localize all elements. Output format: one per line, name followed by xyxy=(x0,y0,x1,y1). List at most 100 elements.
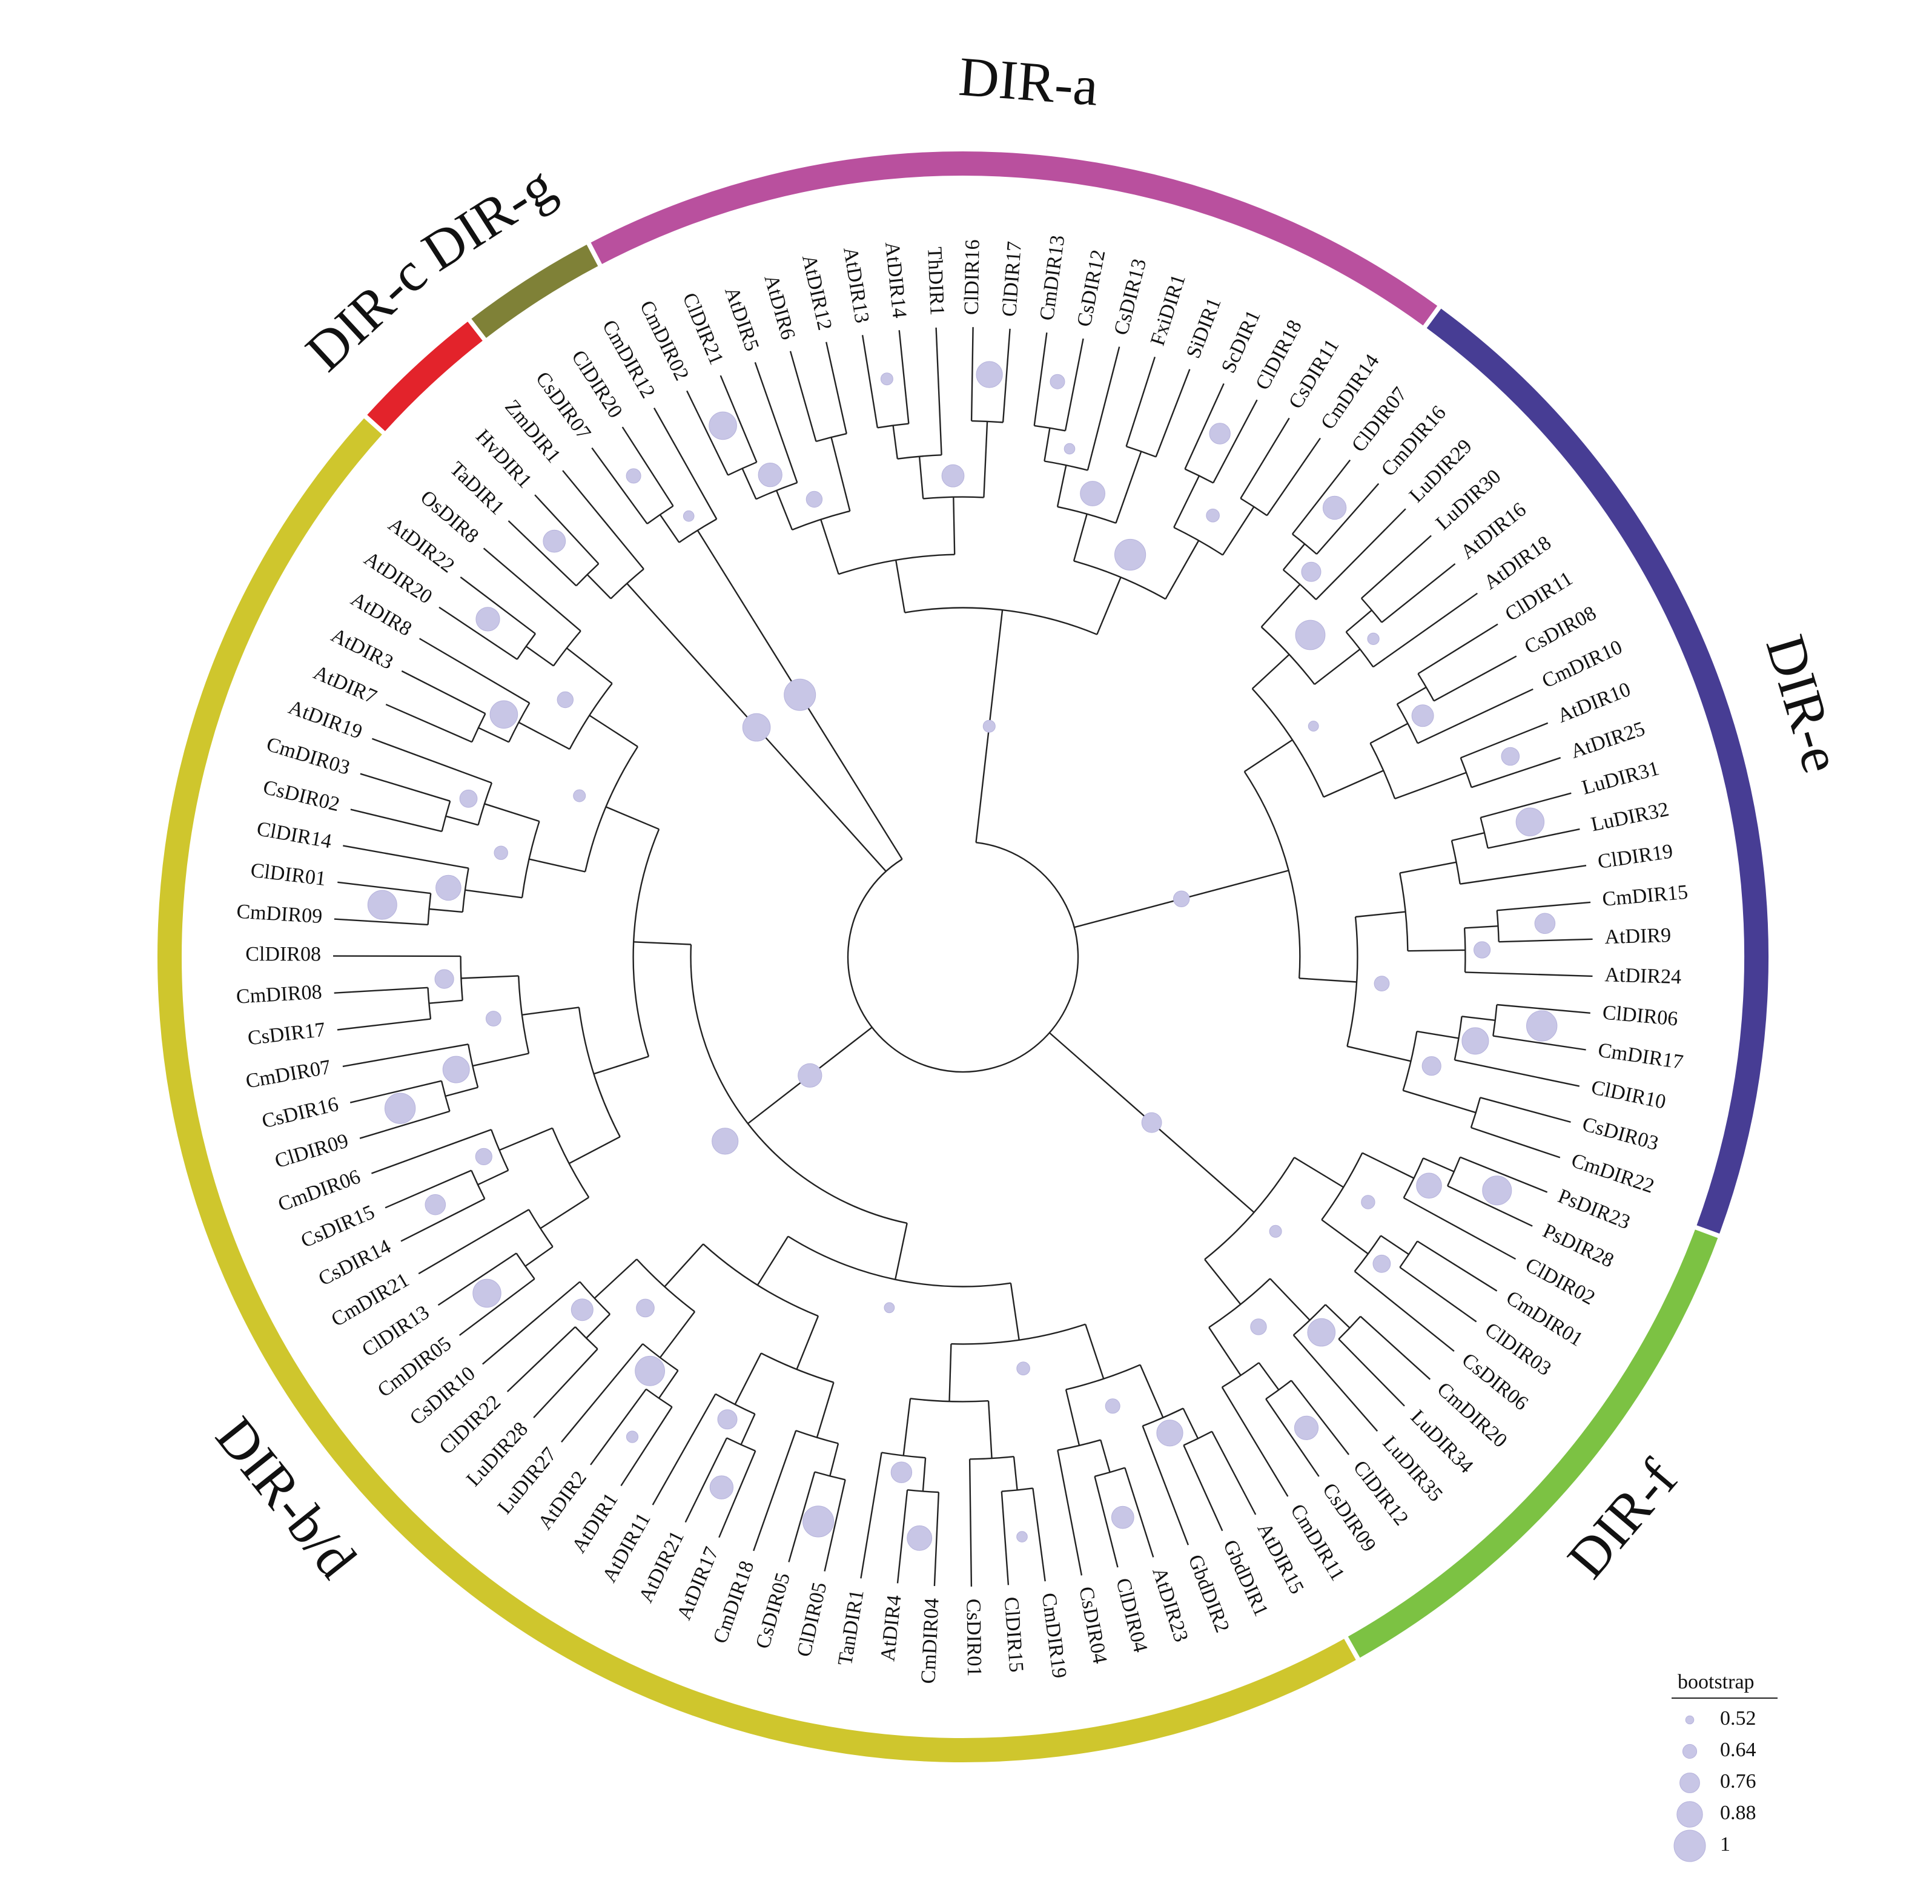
leaf-label: ClDIR19 xyxy=(1596,840,1675,873)
leaf-label: ClDIR01 xyxy=(250,859,327,891)
branch xyxy=(686,390,729,476)
branch xyxy=(658,1370,679,1399)
leaf-label: AtDIR4 xyxy=(876,1594,905,1662)
branch xyxy=(1183,1445,1223,1532)
bootstrap-node xyxy=(1064,443,1076,455)
leaf-label: ClDIR04 xyxy=(1111,1576,1152,1654)
bootstrap-node xyxy=(434,969,454,989)
branch xyxy=(350,808,442,833)
branch xyxy=(1400,861,1457,874)
leaf-label: CmDIR13 xyxy=(1036,234,1070,322)
bootstrap-node xyxy=(1209,423,1231,445)
legend-label: 0.76 xyxy=(1720,1770,1756,1793)
branch xyxy=(1347,1045,1411,1062)
leaf-label: ClDIR10 xyxy=(1589,1076,1668,1114)
branch xyxy=(1125,357,1156,447)
branch-arc xyxy=(1183,1430,1212,1446)
bootstrap-node xyxy=(573,789,586,802)
leaf-label: CmDIR19 xyxy=(1037,1592,1071,1679)
bootstrap-node xyxy=(1372,1254,1391,1273)
branch xyxy=(1315,508,1406,600)
branch xyxy=(477,1169,509,1186)
branch xyxy=(337,881,431,894)
legend-items: 0.52 0.64 0.76 0.88 1 xyxy=(1673,1707,1756,1862)
bootstrap-node xyxy=(1367,632,1380,646)
bootstrap-node xyxy=(712,1128,739,1155)
branch-arc xyxy=(1470,1097,1481,1128)
bootstrap-node xyxy=(709,1475,734,1499)
leaf-label: AtDIR23 xyxy=(1148,1565,1193,1645)
bootstrap-node xyxy=(489,700,518,729)
leaf-label: CmDIR09 xyxy=(236,901,323,928)
leaf-label: AtDIR24 xyxy=(1604,964,1682,988)
branch xyxy=(343,845,469,869)
branch-arc xyxy=(970,1456,1014,1460)
branch xyxy=(524,1246,554,1267)
branch xyxy=(1497,901,1591,911)
leaf-label: ScDIR1 xyxy=(1217,307,1265,377)
branch-arc xyxy=(1001,1487,1033,1492)
branch xyxy=(1094,1476,1119,1568)
branch xyxy=(385,1169,472,1209)
leaf-label: CsDIR17 xyxy=(246,1019,326,1050)
leaf-label: AtDIR13 xyxy=(839,245,873,325)
branch-arc xyxy=(1496,910,1500,942)
branch xyxy=(652,1393,716,1506)
branch xyxy=(561,1343,644,1443)
branch xyxy=(1360,1315,1431,1380)
bootstrap-node xyxy=(880,372,893,386)
leaf-label: ClDIR15 xyxy=(1000,1596,1028,1673)
branch xyxy=(562,470,644,570)
branch xyxy=(589,715,638,747)
branch-arc xyxy=(1321,1152,1363,1220)
branch xyxy=(566,647,613,684)
leaf-label: TanDIR1 xyxy=(834,1588,868,1667)
bootstrap-node xyxy=(742,713,771,742)
branch xyxy=(371,738,492,784)
branch xyxy=(1399,1266,1477,1323)
branch xyxy=(1471,757,1561,788)
branch xyxy=(775,490,793,531)
legend-bubble xyxy=(1679,1773,1700,1793)
clade-arc-c xyxy=(367,322,483,431)
bootstrap-node xyxy=(1080,481,1105,506)
leaf-label: CmDIR15 xyxy=(1601,881,1689,911)
branch xyxy=(1251,653,1290,690)
branch xyxy=(1380,1235,1409,1255)
branch xyxy=(1165,540,1200,600)
bootstrap-node xyxy=(976,361,1003,388)
branch xyxy=(1032,1488,1046,1582)
branch xyxy=(1369,722,1409,744)
branch xyxy=(1265,1398,1320,1477)
bootstrap-node xyxy=(1173,890,1190,908)
bootstrap-node xyxy=(626,1430,639,1443)
bootstrap-node xyxy=(1111,1506,1134,1529)
branch xyxy=(621,426,674,507)
branch-arc xyxy=(1073,560,1166,600)
branch xyxy=(1361,1152,1415,1179)
branch xyxy=(1073,514,1088,561)
legend-bubble xyxy=(1673,1830,1706,1862)
bootstrap-node xyxy=(472,1278,501,1308)
leaf-label: ClDIR05 xyxy=(793,1580,831,1659)
branch xyxy=(1269,1278,1311,1321)
branch xyxy=(796,1315,819,1370)
clade-arc-f xyxy=(1348,1229,1718,1658)
branch xyxy=(753,1430,797,1552)
branch xyxy=(534,494,600,564)
branch xyxy=(518,721,571,750)
branch xyxy=(620,1406,673,1487)
branch xyxy=(948,1344,952,1402)
branch xyxy=(1355,911,1406,918)
branch xyxy=(1184,383,1225,469)
leaf-label: ClDIR06 xyxy=(1601,1001,1678,1030)
legend-bubble xyxy=(1676,1801,1703,1828)
leaf-label: CmDIR22 xyxy=(1569,1149,1657,1198)
branch-arc xyxy=(642,1343,679,1372)
branch xyxy=(1354,1271,1455,1352)
branch-arc xyxy=(1057,1439,1101,1451)
branch xyxy=(1085,1324,1105,1380)
branch xyxy=(1291,459,1351,535)
